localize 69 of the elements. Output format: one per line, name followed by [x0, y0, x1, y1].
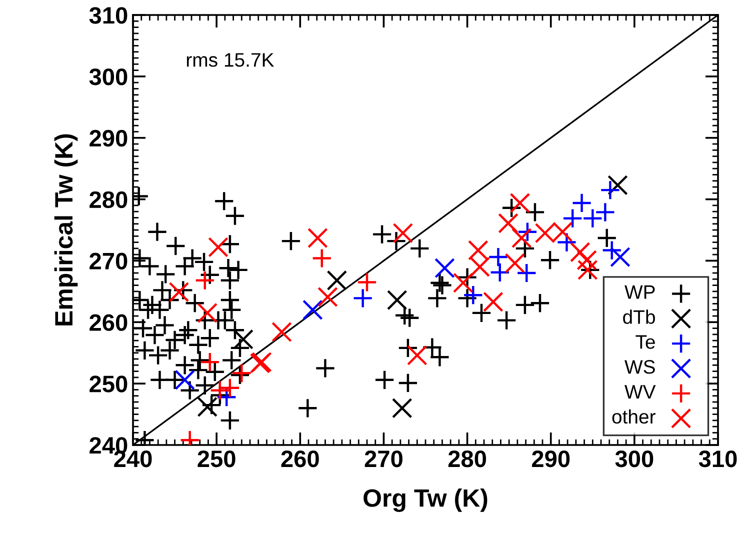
x-tick-label: 270: [364, 450, 402, 468]
y-axis-title: Empirical Tw (K): [54, 134, 78, 326]
x-tick-label: 250: [198, 450, 236, 468]
y-tick-label: 250: [90, 376, 128, 392]
legend-label: WS: [624, 360, 655, 374]
point: [392, 398, 412, 418]
point: [570, 242, 590, 262]
point: [452, 272, 474, 293]
point: [326, 270, 348, 291]
point: [302, 300, 323, 320]
point: [406, 345, 428, 366]
legend-label: other: [612, 409, 656, 424]
point: [498, 213, 518, 234]
annotation: rms 15.7K: [186, 53, 274, 67]
point: [168, 282, 190, 302]
point: [516, 262, 537, 284]
x-tick-label: 280: [448, 450, 486, 468]
point: [600, 180, 620, 200]
point: [576, 250, 597, 270]
point: [210, 380, 230, 400]
point: [356, 272, 378, 292]
point: [582, 208, 603, 228]
point: [308, 228, 328, 248]
point: [468, 240, 488, 260]
x-tick-label: 260: [281, 450, 319, 468]
point: [556, 232, 577, 252]
point: [174, 370, 195, 390]
y-tick-label: 310: [89, 7, 128, 24]
point: [602, 240, 622, 260]
point: [220, 378, 240, 398]
point: [197, 396, 218, 418]
point: [504, 253, 526, 274]
legend-label: Te: [636, 335, 655, 349]
y-tick-label: 270: [90, 252, 128, 270]
point: [197, 302, 218, 324]
point: [490, 262, 510, 283]
point: [610, 246, 630, 268]
point: [517, 222, 538, 242]
point: [562, 208, 583, 228]
y-tick-label: 260: [90, 314, 128, 331]
y-tick-label: 280: [90, 191, 128, 208]
point: [392, 222, 414, 244]
y-tick-label: 300: [89, 68, 128, 86]
point: [488, 246, 508, 268]
point: [318, 286, 338, 308]
legend-label: WP: [624, 285, 655, 299]
x-tick-label: 300: [615, 450, 654, 468]
point: [577, 260, 598, 280]
point: [595, 202, 616, 222]
point: [608, 174, 628, 196]
point: [352, 288, 373, 308]
point: [511, 228, 532, 248]
x-axis-title: Org Tw (K): [364, 488, 488, 512]
point: [208, 237, 228, 258]
point: [312, 248, 332, 268]
point: [470, 256, 490, 278]
x-tick-label: 290: [532, 450, 570, 468]
point: [272, 322, 292, 342]
point: [194, 270, 216, 291]
x-tick-label: 310: [698, 450, 737, 468]
y-tick-label: 290: [90, 130, 128, 147]
point: [483, 292, 504, 312]
point: [434, 258, 455, 278]
point: [510, 192, 530, 214]
point: [200, 352, 220, 372]
point: [462, 284, 484, 306]
legend-label: WV: [624, 385, 656, 399]
legend-label: dTb: [623, 310, 655, 324]
point: [572, 192, 592, 214]
